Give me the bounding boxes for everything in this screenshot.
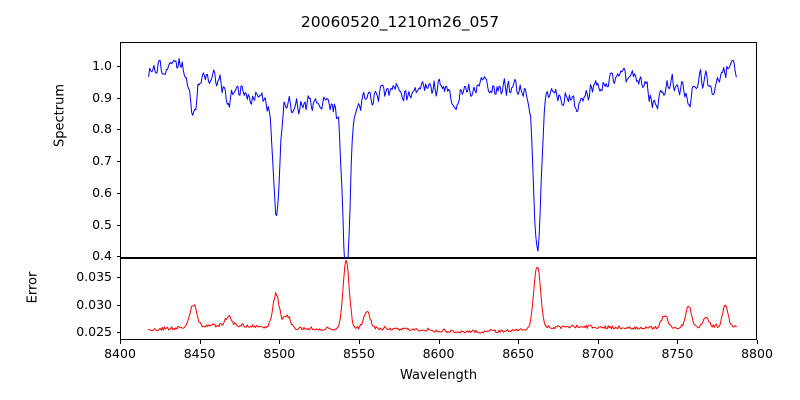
wavelength-tickmark bbox=[120, 340, 121, 344]
error-axes-frame bbox=[120, 258, 757, 340]
spectrum-y-tickmark bbox=[116, 129, 120, 131]
spectrum-y-tickmark bbox=[116, 256, 120, 258]
wavelength-tickmark bbox=[358, 340, 360, 344]
wavelength-tickmark bbox=[518, 340, 520, 344]
spectrum-y-tick-label: 0.9 bbox=[92, 89, 112, 105]
wavelength-tick-label: 8450 bbox=[183, 346, 216, 361]
spectrum-y-tickmark bbox=[116, 224, 120, 226]
wavelength-tick-label: 8550 bbox=[342, 346, 375, 361]
wavelength-axis-label: Wavelength bbox=[399, 368, 478, 383]
spectrum-y-tickmark bbox=[116, 192, 120, 194]
wavelength-tick-label: 8650 bbox=[502, 346, 534, 361]
spectrum-y-tickmark bbox=[116, 65, 120, 67]
wavelength-tick-label: 8400 bbox=[104, 346, 136, 361]
error-y-tickmark bbox=[116, 332, 120, 334]
wavelength-tickmark bbox=[199, 340, 201, 344]
error-y-tick-label: 0.030 bbox=[76, 296, 112, 312]
error-y-tickmark bbox=[116, 276, 120, 278]
wavelength-tickmark bbox=[279, 340, 281, 344]
wavelength-tick-label: 8800 bbox=[741, 346, 773, 361]
wavelength-tick-label: 8600 bbox=[422, 346, 455, 361]
wavelength-tickmark bbox=[438, 340, 440, 344]
spectrum-axes-frame bbox=[120, 42, 757, 258]
wavelength-tickmark bbox=[757, 340, 758, 344]
chart-title: 20060520_1210m26_057 bbox=[300, 13, 500, 31]
error-y-tickmark bbox=[116, 304, 120, 306]
spectrum-y-tick-label: 0.8 bbox=[92, 121, 112, 137]
spectrum-y-tick-label: 1.0 bbox=[92, 57, 112, 73]
wavelength-tickmark bbox=[677, 340, 679, 344]
spectrum-y-tick-label: 0.4 bbox=[92, 248, 112, 264]
spectrum-y-tick-label: 0.7 bbox=[92, 153, 112, 169]
spectrum-y-tick-label: 0.5 bbox=[92, 216, 112, 232]
spectrum-data-line bbox=[148, 57, 737, 258]
wavelength-tick-label: 8500 bbox=[263, 346, 296, 361]
spectrum-y-tickmark bbox=[116, 97, 120, 99]
wavelength-tick-label: 8700 bbox=[581, 346, 614, 361]
spectrum-y-tickmark bbox=[116, 161, 120, 163]
wavelength-tick-label: 8750 bbox=[661, 346, 694, 361]
error-data-line bbox=[148, 259, 737, 334]
spectrum-y-tick-label: 0.6 bbox=[92, 184, 112, 200]
wavelength-tickmark bbox=[597, 340, 599, 344]
error-y-tick-label: 0.025 bbox=[76, 324, 112, 340]
error-y-tick-label: 0.035 bbox=[76, 268, 112, 284]
